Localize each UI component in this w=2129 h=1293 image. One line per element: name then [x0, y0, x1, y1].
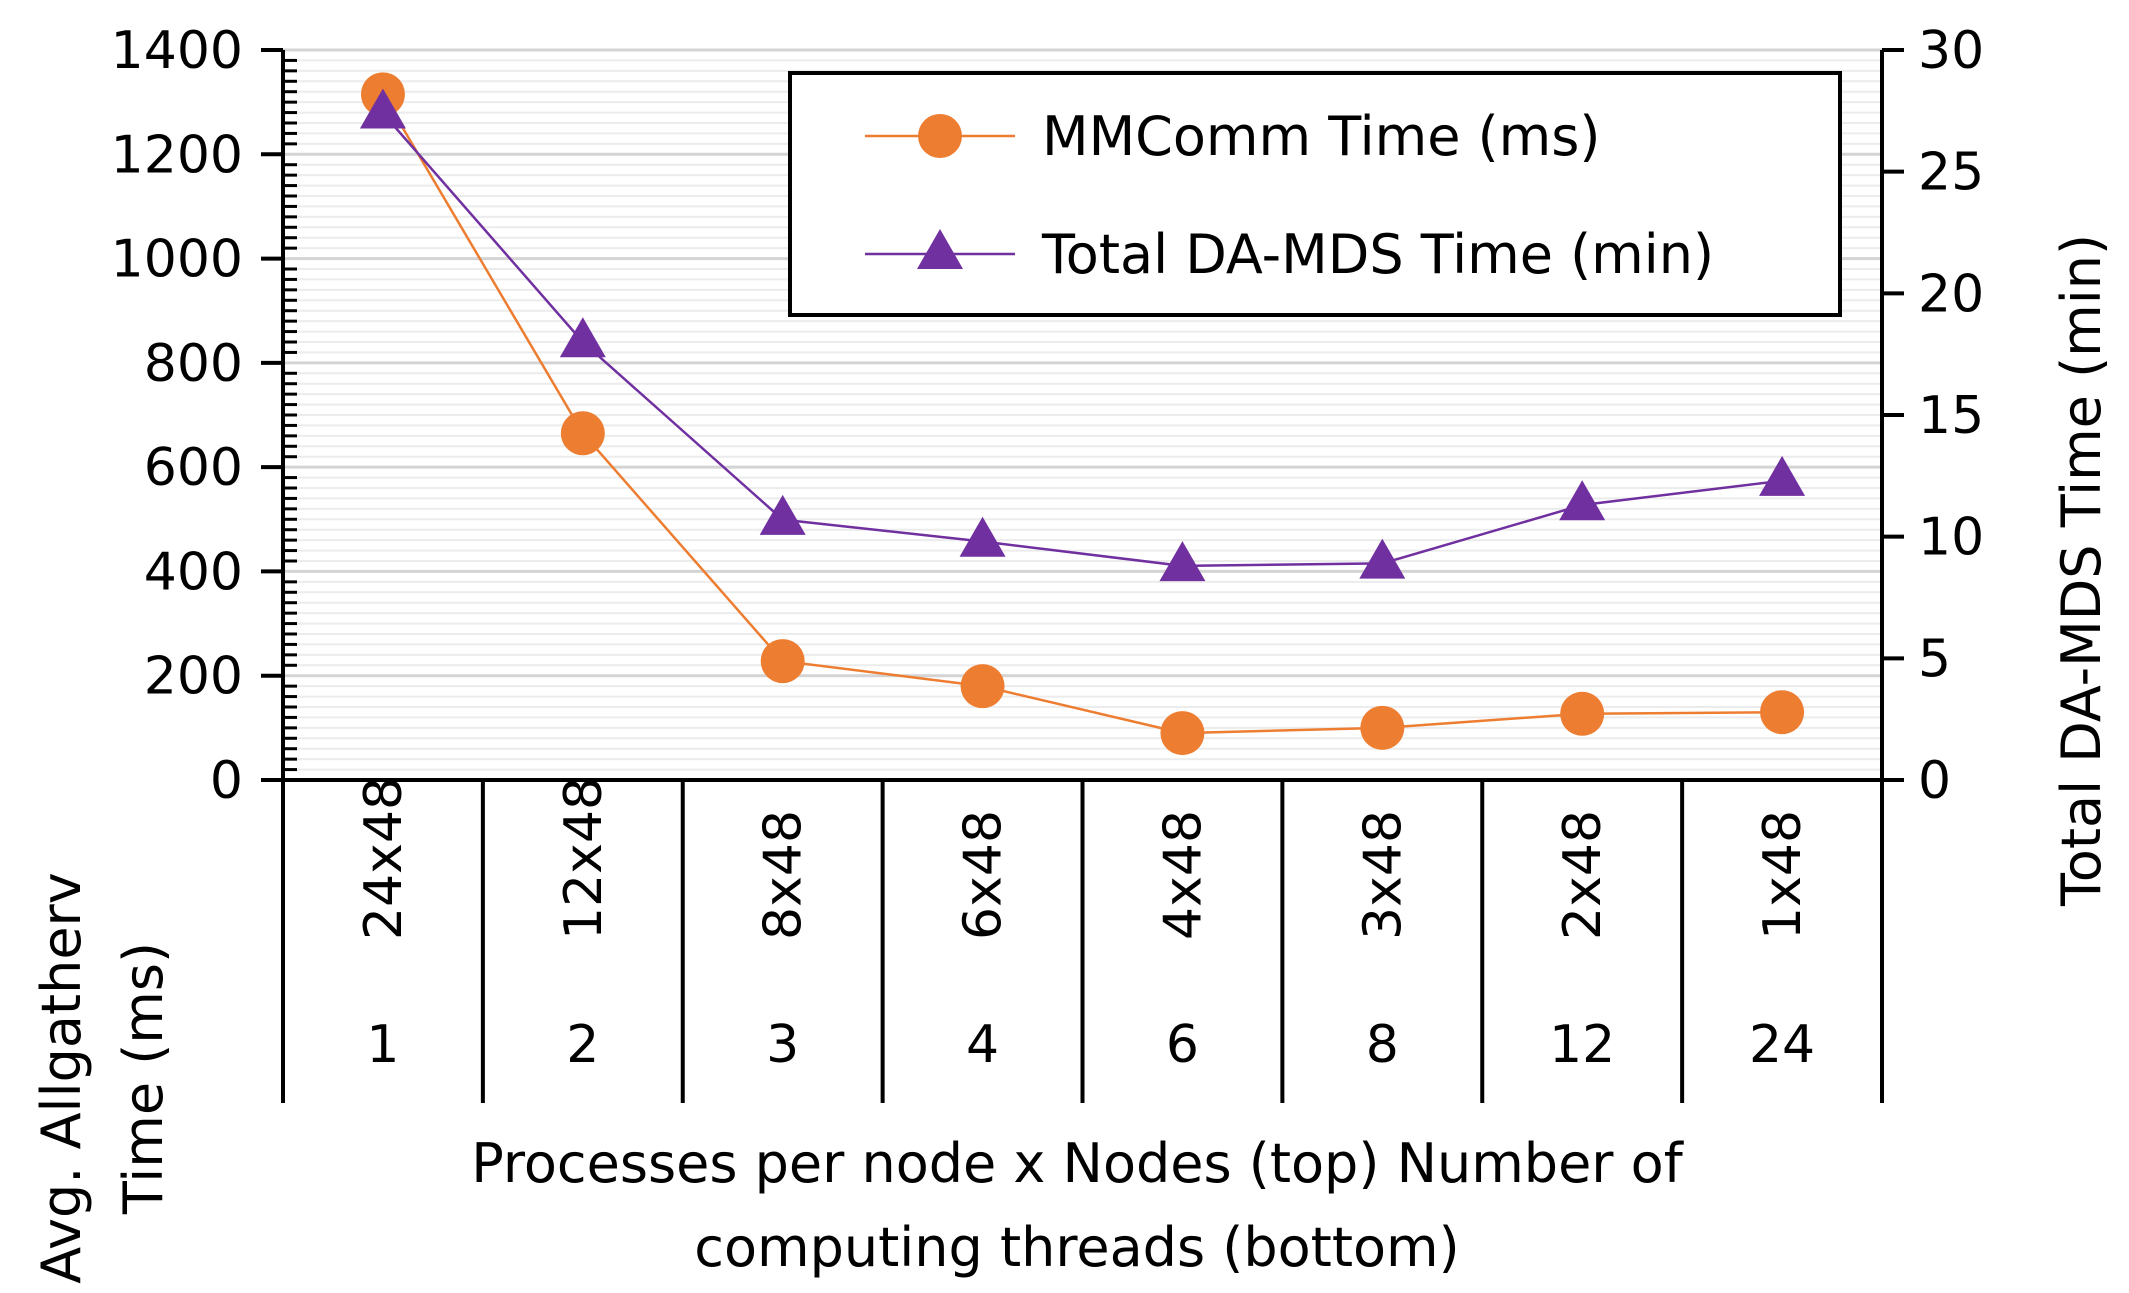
right-tick-label: 10	[1918, 508, 1984, 568]
right-tick-label: 25	[1918, 143, 1984, 203]
series-markers	[359, 72, 1806, 756]
category-top-group: 2x48	[1553, 810, 1613, 940]
left-axis-title-2: Time (ms)	[112, 942, 175, 1215]
category-top-label: 24x48	[354, 777, 414, 940]
category-top-group: 12x48	[554, 777, 614, 940]
category-top-label: 8x48	[754, 810, 814, 940]
right-tick-label: 5	[1918, 629, 1951, 689]
left-tick-label: 200	[144, 647, 243, 707]
category-top-group: 24x48	[354, 777, 414, 940]
legend-label-0: MMComm Time (ms)	[1042, 105, 1600, 168]
point-marker-circle	[560, 411, 605, 456]
x-axis-title-line1: Processes per node x Nodes (top) Number …	[471, 1132, 1684, 1195]
left-axis-title: Avg. Allgatherv	[30, 872, 93, 1283]
point-marker-circle	[960, 664, 1005, 709]
point-marker-circle	[760, 639, 805, 684]
point-marker-triangle	[559, 317, 606, 358]
right-tick-label: 20	[1918, 264, 1984, 324]
axis-labels: Processes per node x Nodes (top) Number …	[30, 234, 2113, 1284]
legend-marker-circle	[918, 114, 962, 158]
legend: MMComm Time (ms) Total DA-MDS Time (min)	[788, 71, 1842, 317]
category-bottom-label: 3	[766, 1015, 799, 1075]
category-top-group: 3x48	[1353, 810, 1413, 940]
category-bottom-label: 24	[1749, 1015, 1815, 1075]
left-axis-title-line1: Avg. Allgatherv	[30, 872, 93, 1283]
legend-marker-triangle	[917, 229, 963, 269]
point-marker-triangle	[759, 494, 806, 535]
category-bottom-label: 12	[1549, 1015, 1615, 1075]
right-tick-label: 15	[1918, 386, 1984, 446]
left-tick-label: 1400	[111, 21, 243, 81]
point-marker-triangle	[1759, 455, 1806, 496]
category-top-group: 4x48	[1153, 810, 1213, 940]
left-tick-label: 1200	[111, 125, 243, 185]
category-top-label: 6x48	[954, 810, 1014, 940]
gridlines	[283, 48, 1882, 782]
point-marker-triangle	[959, 516, 1006, 557]
left-tick-label: 600	[144, 438, 243, 498]
category-bottom-label: 2	[566, 1015, 599, 1075]
left-tick-label: 0	[210, 751, 243, 811]
left-tick-label: 800	[144, 334, 243, 394]
category-bottom-label: 4	[966, 1015, 999, 1075]
right-tick-label: 0	[1918, 751, 1951, 811]
category-top-group: 6x48	[954, 810, 1014, 940]
left-tick-label: 1000	[111, 230, 243, 290]
left-tick-label: 400	[144, 542, 243, 602]
category-bottom-label: 1	[366, 1015, 399, 1075]
category-top-group: 1x48	[1753, 810, 1813, 940]
legend-label-1: Total DA-MDS Time (min)	[1041, 223, 1714, 286]
series-lines	[381, 93, 1783, 735]
category-bottom-label: 6	[1166, 1015, 1199, 1075]
category-top-label: 12x48	[554, 777, 614, 940]
category-top-label: 3x48	[1353, 810, 1413, 940]
axes: 020040060080010001200140005101520253024x…	[111, 21, 1984, 1103]
category-top-group: 8x48	[754, 810, 814, 940]
x-axis-title-line2: computing threads (bottom)	[694, 1216, 1459, 1279]
series-line-0	[381, 93, 1783, 735]
legend-box	[788, 71, 1842, 317]
point-marker-triangle	[359, 88, 406, 129]
category-bottom-label: 8	[1366, 1015, 1399, 1075]
point-marker-triangle	[1159, 541, 1206, 582]
right-tick-label: 30	[1918, 21, 1984, 81]
series-line-1	[381, 112, 1783, 568]
point-marker-triangle	[1359, 538, 1406, 579]
category-top-label: 2x48	[1553, 810, 1613, 940]
left-axis-title-line2: Time (ms)	[112, 942, 175, 1215]
point-marker-circle	[1760, 690, 1805, 735]
point-marker-circle	[1160, 711, 1205, 756]
point-marker-triangle	[1559, 480, 1606, 521]
right-axis-title: Total DA-MDS Time (min)	[2050, 234, 2113, 907]
right-axis-title-text: Total DA-MDS Time (min)	[2050, 234, 2113, 907]
category-top-label: 1x48	[1753, 810, 1813, 940]
point-marker-circle	[1560, 691, 1605, 736]
point-marker-circle	[1360, 705, 1405, 750]
category-top-label: 4x48	[1153, 810, 1213, 940]
